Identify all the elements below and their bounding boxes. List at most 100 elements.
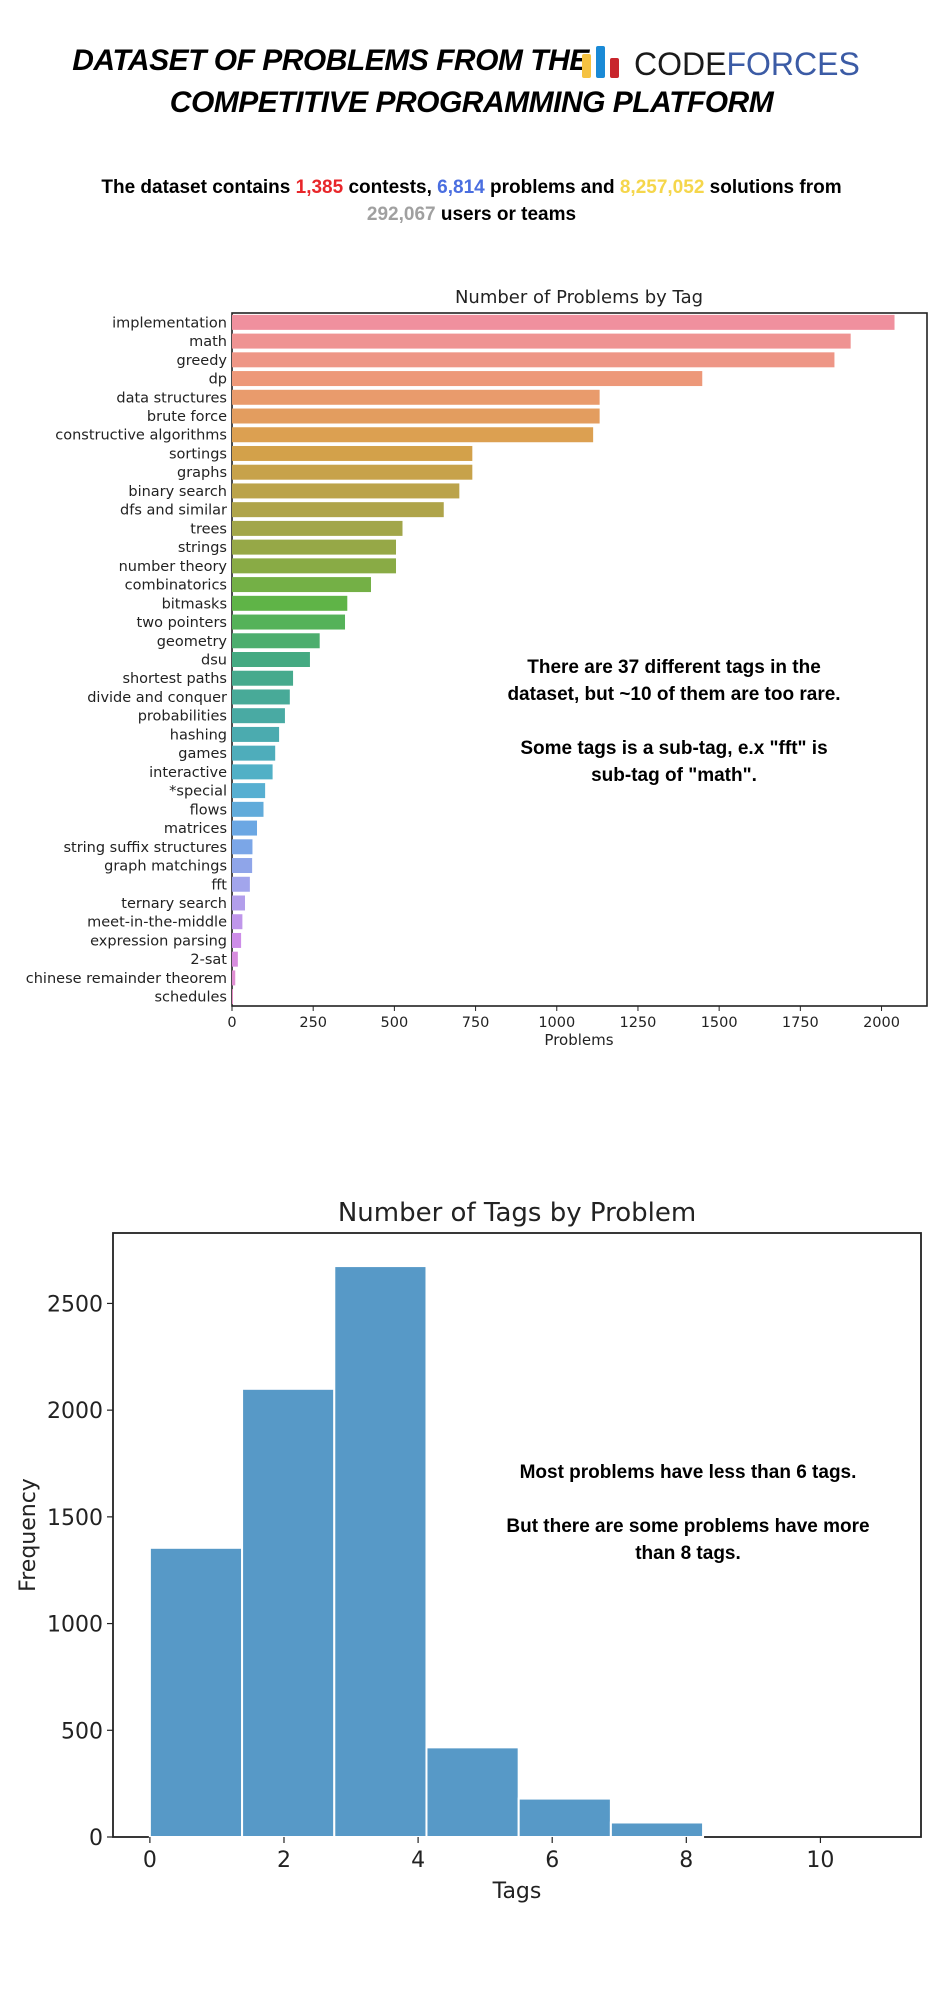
title-line1-text: DATASET OF PROBLEMS FROM THE xyxy=(72,44,589,77)
histogram-bar xyxy=(241,1387,336,1838)
tag-label: constructive algorithms xyxy=(55,428,227,444)
y-tick-label: 1000 xyxy=(47,1613,103,1638)
tag-label: schedules xyxy=(154,990,227,1006)
chart2-y-axis-label: Frequency xyxy=(16,1478,41,1592)
logo-word-code: CODE xyxy=(634,46,727,82)
tag-label: two pointers xyxy=(137,615,227,631)
problems-count: 6,814 xyxy=(437,177,485,198)
chart2-annotation-line: But there are some problems have more xyxy=(506,1516,869,1537)
bar-binary-search xyxy=(232,483,460,499)
bar-dfs-and-similar xyxy=(232,502,444,518)
tag-label: number theory xyxy=(119,559,228,575)
chart2-annotation-line: Most problems have less than 6 tags. xyxy=(520,1462,857,1483)
tag-label: math xyxy=(189,334,227,350)
tag-label: games xyxy=(178,746,227,762)
bar-divide-and-conquer xyxy=(232,689,290,705)
tag-label: matrices xyxy=(164,821,227,837)
histogram-bar xyxy=(333,1265,428,1838)
bar-dp xyxy=(232,371,703,387)
logo-bar-yellow xyxy=(582,54,591,78)
tag-label: meet-in-the-middle xyxy=(87,915,227,931)
tag-label: ternary search xyxy=(121,896,227,912)
tag-label: binary search xyxy=(128,484,227,500)
summary-text-5: users or teams xyxy=(435,204,577,225)
x-tick-label: 1250 xyxy=(620,1015,657,1031)
histogram-bar xyxy=(425,1746,520,1838)
tag-label: trees xyxy=(190,521,227,537)
bar-interactive xyxy=(232,764,273,780)
tag-label: geometry xyxy=(157,634,228,650)
y-tick-label: 2500 xyxy=(47,1292,103,1317)
bar--special xyxy=(232,783,266,799)
tag-label: chinese remainder theorem xyxy=(26,971,227,987)
logo-wordmark: CODEFORCES xyxy=(634,46,860,83)
bar-number-theory xyxy=(232,558,397,574)
x-tick-label: 750 xyxy=(462,1015,490,1031)
bar-fft xyxy=(232,876,250,892)
bar-constructive-algorithms xyxy=(232,427,594,443)
x-tick-label: 2000 xyxy=(863,1015,900,1031)
codeforces-logo: CODEFORCES xyxy=(582,46,860,82)
tags-bar-chart: Number of Problems by Tag implementation… xyxy=(26,287,928,1049)
chart1-annotation-line: dataset, but ~10 of them are too rare. xyxy=(507,684,840,705)
bar-greedy xyxy=(232,352,835,368)
x-tick-label: 1000 xyxy=(538,1015,575,1031)
contests-count: 1,385 xyxy=(295,177,344,198)
chart1-annotation-line: There are 37 different tags in the xyxy=(527,657,821,678)
x-tick-label: 8 xyxy=(679,1848,693,1873)
logo-word-forces: FORCES xyxy=(726,46,860,82)
y-tick-label: 1500 xyxy=(47,1506,103,1531)
chart1-title: Number of Problems by Tag xyxy=(455,287,703,308)
x-tick-label: 250 xyxy=(299,1015,327,1031)
tag-label: greedy xyxy=(177,353,228,369)
x-tick-label: 6 xyxy=(545,1848,559,1873)
tag-label: dp xyxy=(209,372,227,388)
bar-graphs xyxy=(232,464,473,480)
tag-label: flows xyxy=(190,802,227,818)
tag-label: graph matchings xyxy=(104,859,227,875)
tag-label: combinatorics xyxy=(125,578,227,594)
tag-label: expression parsing xyxy=(90,933,227,949)
bar-graph-matchings xyxy=(232,858,253,874)
tag-label: divide and conquer xyxy=(87,690,227,706)
bar-chinese-remainder-theorem xyxy=(232,970,236,986)
tag-label: 2-sat xyxy=(190,952,227,968)
bar-combinatorics xyxy=(232,577,371,593)
chart1-x-axis-label: Problems xyxy=(544,1031,613,1049)
tag-label: brute force xyxy=(147,409,227,425)
users-count: 292,067 xyxy=(366,204,436,225)
solutions-count: 8,257,052 xyxy=(619,177,705,198)
dataset-summary: The dataset contains 1,385 contests, 6,8… xyxy=(90,174,853,228)
bar-games xyxy=(232,745,276,761)
tag-label: data structures xyxy=(116,390,227,406)
bar-bitmasks xyxy=(232,595,348,611)
x-tick-label: 0 xyxy=(143,1848,157,1873)
bar-dsu xyxy=(232,652,310,667)
tag-label: *special xyxy=(169,784,227,800)
page-title-line2: COMPETITIVE PROGRAMMING PLATFORM xyxy=(169,86,774,119)
summary-text-2: contests, xyxy=(343,177,438,198)
tag-label: probabilities xyxy=(138,709,227,725)
y-tick-label: 2000 xyxy=(47,1399,103,1424)
tag-label: dsu xyxy=(201,653,227,669)
tag-label: bitmasks xyxy=(162,596,227,612)
bar-2-sat xyxy=(232,951,238,967)
chart1-annotation-line: sub-tag of "math". xyxy=(591,765,757,786)
bar-sortings xyxy=(232,445,473,461)
x-tick-label: 500 xyxy=(381,1015,409,1031)
tag-label: string suffix structures xyxy=(63,840,227,856)
x-tick-label: 1750 xyxy=(782,1015,819,1031)
chart2-annotation-line: than 8 tags. xyxy=(635,1543,741,1564)
page-title-line1: DATASET OF PROBLEMS FROM THE xyxy=(0,44,943,78)
chart2-title: Number of Tags by Problem xyxy=(338,1198,696,1228)
summary-text-3: problems and xyxy=(484,177,620,198)
histogram-bar xyxy=(517,1797,612,1839)
tag-label: interactive xyxy=(149,765,227,781)
summary-text-4: solutions from xyxy=(704,177,842,198)
tag-label: shortest paths xyxy=(122,671,227,687)
bar-brute-force xyxy=(232,408,600,424)
bar-meet-in-the-middle xyxy=(232,914,243,930)
histogram-bar xyxy=(148,1546,244,1838)
x-tick-label: 2 xyxy=(277,1848,291,1873)
tag-label: fft xyxy=(211,877,227,893)
